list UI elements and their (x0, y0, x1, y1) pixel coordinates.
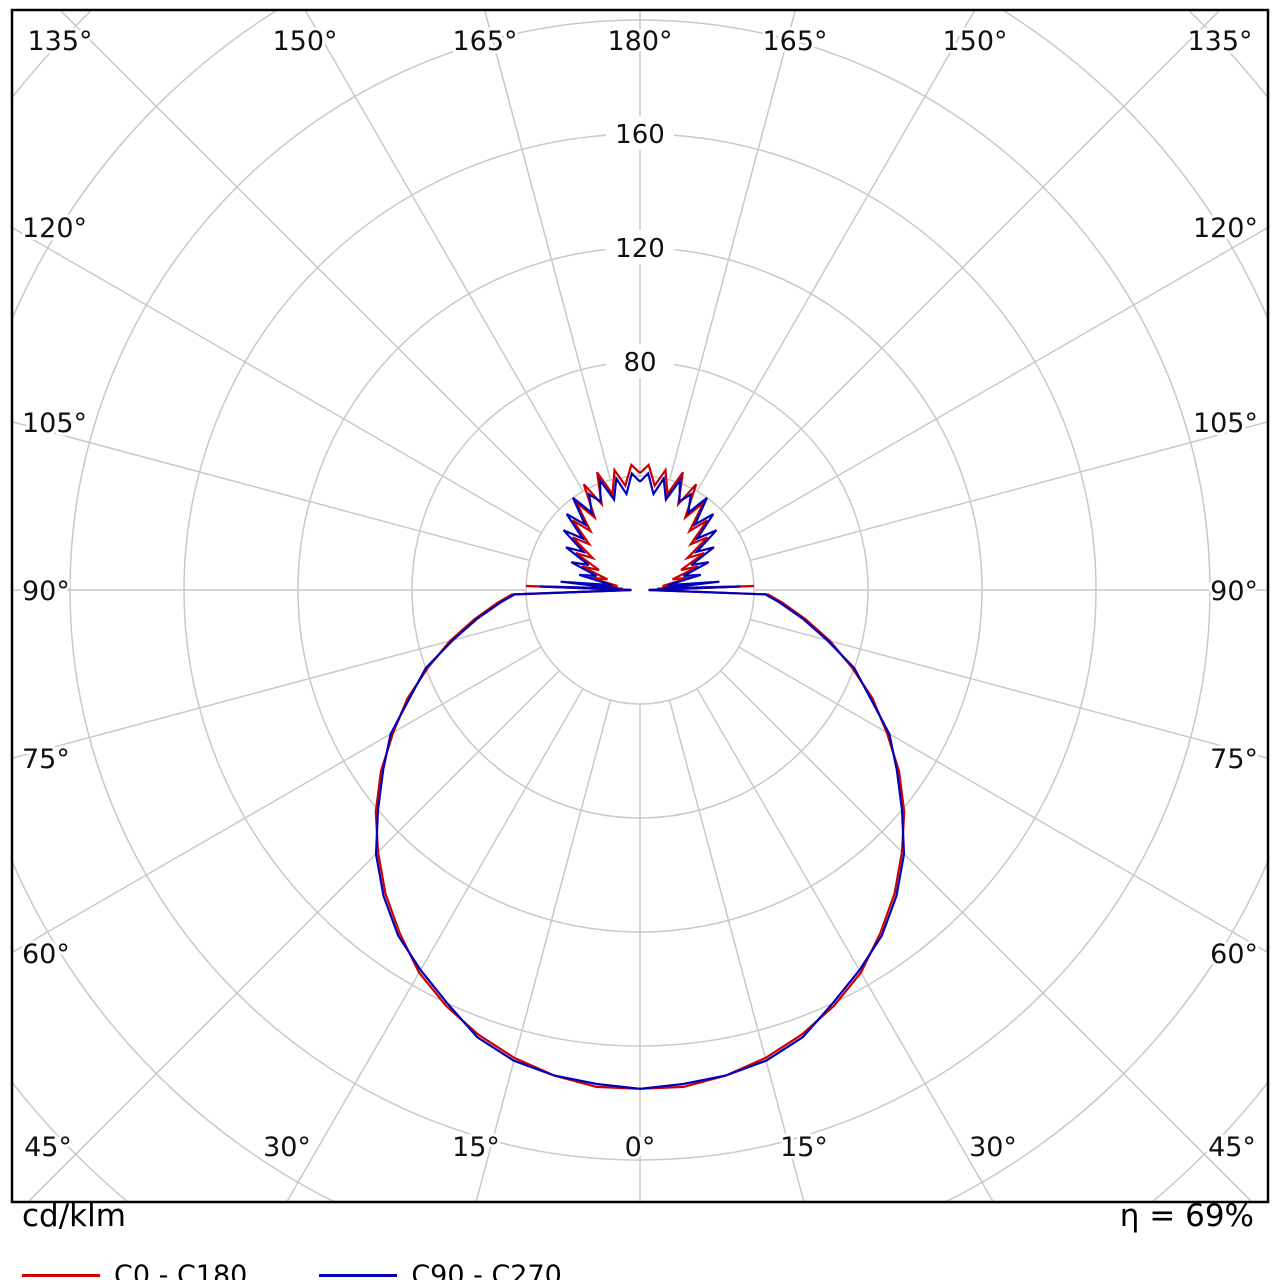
legend-label-c0-c180: C0 - C180 (114, 1260, 248, 1280)
svg-text:75°: 75° (1210, 744, 1258, 775)
svg-text:165°: 165° (762, 26, 827, 57)
svg-text:105°: 105° (1193, 408, 1258, 439)
svg-text:180°: 180° (607, 26, 672, 57)
svg-text:45°: 45° (24, 1132, 72, 1163)
legend: C0 - C180 C90 - C270 (22, 1260, 562, 1280)
svg-text:60°: 60° (22, 939, 70, 970)
svg-text:15°: 15° (452, 1132, 500, 1163)
svg-text:160: 160 (615, 120, 665, 150)
svg-text:120°: 120° (1193, 213, 1258, 244)
svg-text:80: 80 (623, 348, 656, 378)
svg-text:135°: 135° (27, 26, 92, 57)
legend-line-c0-c180-swatch (22, 1274, 100, 1277)
svg-text:105°: 105° (22, 408, 87, 439)
svg-text:90°: 90° (22, 576, 70, 607)
svg-text:30°: 30° (969, 1132, 1017, 1163)
efficiency-value: η = 69% (1119, 1198, 1254, 1234)
svg-text:120°: 120° (22, 213, 87, 244)
legend-label-c90-c270: C90 - C270 (411, 1260, 562, 1280)
svg-text:30°: 30° (263, 1132, 311, 1163)
svg-text:135°: 135° (1187, 26, 1252, 57)
legend-item-c90-c270: C90 - C270 (319, 1260, 562, 1280)
svg-text:0°: 0° (625, 1132, 656, 1163)
svg-text:45°: 45° (1208, 1132, 1256, 1163)
unit-label: cd/klm (22, 1198, 126, 1234)
svg-text:60°: 60° (1210, 939, 1258, 970)
svg-text:150°: 150° (942, 26, 1007, 57)
legend-line-c90-c270-swatch (319, 1274, 398, 1277)
svg-text:165°: 165° (452, 26, 517, 57)
svg-text:150°: 150° (272, 26, 337, 57)
legend-item-c0-c180: C0 - C180 (22, 1260, 247, 1280)
svg-text:90°: 90° (1210, 576, 1258, 607)
svg-text:75°: 75° (22, 744, 70, 775)
svg-text:120: 120 (615, 234, 665, 264)
svg-text:15°: 15° (780, 1132, 828, 1163)
